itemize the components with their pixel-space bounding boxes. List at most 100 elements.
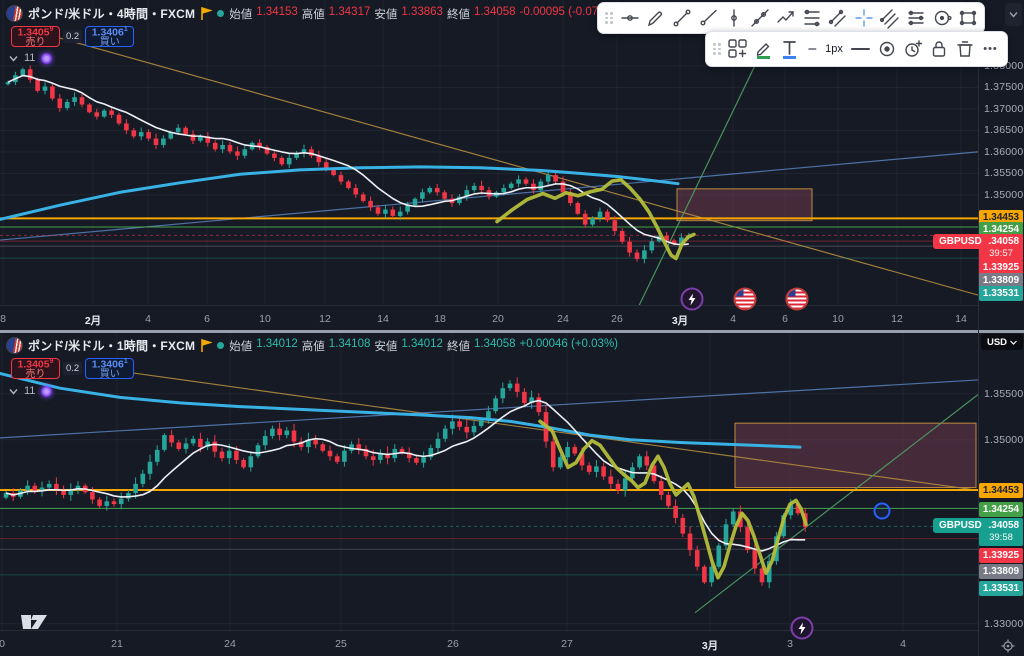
- price-chart-4h[interactable]: [0, 0, 978, 305]
- toolbar-drag-handle[interactable]: [710, 43, 724, 55]
- chevron-down-icon: [9, 55, 18, 62]
- buy-button[interactable]: 1.34061 買い: [85, 358, 135, 379]
- symbol-title[interactable]: ポンド/米ドル・1時間・FXCM: [28, 339, 196, 353]
- time-tick: 2月: [84, 315, 102, 327]
- fib-lines-tool[interactable]: [903, 7, 928, 29]
- ohlc-value: 1.34153: [256, 5, 298, 18]
- ohlc-value: 1.34012: [401, 337, 443, 350]
- price-tick: 1.36500: [984, 124, 1024, 137]
- quote-buttons-4h: 1.34059 売り 0.2 1.34061 買い: [11, 26, 135, 47]
- fib-retracement-tool[interactable]: [799, 7, 824, 29]
- event-lightning-icon[interactable]: [790, 616, 814, 640]
- price-level-label[interactable]: 1.34453: [979, 483, 1023, 498]
- style-settings-button[interactable]: [874, 38, 899, 60]
- toolbar-collapse-button[interactable]: [1005, 3, 1022, 26]
- time-tick: 4: [900, 638, 906, 650]
- buy-button[interactable]: 1.34061 買い: [85, 26, 135, 47]
- pair-icon: [6, 337, 23, 354]
- price-level-label[interactable]: 1.33925: [979, 548, 1023, 563]
- axis-settings-gear-icon[interactable]: [1001, 639, 1015, 656]
- rectangle-tool[interactable]: [955, 7, 980, 29]
- legend-1h: ポンド/米ドル・1時間・FXCM 始値 1.34012 高値 1.34108 安値 1.3…: [6, 337, 618, 354]
- pair-icon: [6, 5, 23, 22]
- ohlc-values: 始値 1.34012 高値 1.34108 安値 1.34012 終値 1.34058 +0.0…: [229, 338, 618, 354]
- price-level-label[interactable]: 1.34453: [979, 210, 1023, 225]
- ohlc-value: 1.34317: [328, 5, 371, 18]
- ohlc-label: 始値: [229, 340, 253, 353]
- time-tick: 21: [111, 638, 123, 650]
- more-button[interactable]: •••: [983, 43, 998, 55]
- symbol-price-flag[interactable]: GBPUSD: [933, 518, 988, 533]
- us-economic-event-icon[interactable]: [733, 287, 757, 311]
- quote-buttons-1h: 1.34059 売り 0.2 1.34061 買い: [11, 358, 135, 379]
- price-level-label[interactable]: 1.34254: [979, 502, 1023, 517]
- price-level-label[interactable]: 1.33809: [979, 564, 1023, 579]
- horizontal-line-tool[interactable]: [617, 7, 642, 29]
- price-level-label[interactable]: 1.33531: [979, 581, 1023, 596]
- extended-line-tool[interactable]: [747, 7, 772, 29]
- price-scale[interactable]: 1.380001.375001.370001.365001.360001.355…: [978, 0, 1024, 656]
- us-economic-event-icon[interactable]: [785, 287, 809, 311]
- time-tick: 6: [782, 313, 788, 325]
- toolbar-drag-handle[interactable]: [602, 12, 616, 24]
- currency-toggle-button[interactable]: USD: [981, 334, 1023, 350]
- flag-bookmark-icon[interactable]: [200, 6, 213, 21]
- time-tick: 25: [335, 638, 347, 650]
- symbol-price-flag[interactable]: GBPUSD: [933, 234, 988, 249]
- sell-button[interactable]: 1.34059 売り: [11, 26, 60, 47]
- sell-button[interactable]: 1.34059 売り: [11, 358, 60, 379]
- drawing-toolbar: [597, 2, 985, 34]
- time-axis-4h[interactable]: 8 2月 4 6 10 12 14 18 20 24 26 3月 4 6 10 12 14: [0, 305, 978, 331]
- time-tick: 20: [492, 313, 504, 325]
- pane-separator[interactable]: [0, 330, 1024, 333]
- pencil-color-button[interactable]: [751, 38, 776, 60]
- vertical-line-tool[interactable]: [721, 7, 746, 29]
- crosshair-tool[interactable]: [851, 7, 876, 29]
- add-alert-button[interactable]: [900, 38, 925, 60]
- ellipse-tool[interactable]: [929, 7, 954, 29]
- indicator-badge-icon[interactable]: [41, 385, 53, 397]
- indicators-collapsed-1h[interactable]: 11: [9, 385, 53, 397]
- ray-tool[interactable]: [695, 7, 720, 29]
- delete-button[interactable]: [952, 38, 977, 60]
- add-template-button[interactable]: [725, 38, 750, 60]
- time-tick: 26: [611, 313, 623, 325]
- price-level-label[interactable]: 1.34254: [979, 222, 1023, 237]
- time-tick: 3: [787, 638, 793, 650]
- time-tick: 14: [377, 313, 389, 325]
- spread-value: 0.2: [63, 362, 83, 375]
- ohlc-value: 1.34058: [473, 5, 516, 18]
- chevron-down-icon: [1010, 340, 1017, 345]
- flag-bookmark-icon[interactable]: [200, 338, 213, 353]
- time-axis-1h[interactable]: 0 21 24 25 26 27 3月 3 4: [0, 630, 978, 656]
- tradingview-logo[interactable]: [20, 612, 56, 637]
- ohlc-label: 始値: [229, 8, 253, 21]
- indicators-collapsed-4h[interactable]: 11: [9, 52, 53, 64]
- indicator-badge-icon[interactable]: [41, 52, 53, 64]
- polyline-arrow-tool[interactable]: [773, 7, 798, 29]
- change-value: +0.00046 (+0.03%): [519, 337, 618, 350]
- time-tick: 24: [224, 638, 236, 650]
- spread-value: 0.2: [63, 30, 83, 43]
- symbol-title[interactable]: ポンド/米ドル・4時間・FXCM: [28, 7, 196, 21]
- thickness-button[interactable]: 1px: [803, 38, 847, 60]
- thickness-value: 1px: [825, 43, 843, 55]
- price-level-label[interactable]: 1.33531: [979, 286, 1023, 301]
- ohlc-value: 1.33863: [401, 5, 443, 18]
- parallel-channel-tool[interactable]: [825, 7, 850, 29]
- ohlc-label: 高値: [301, 8, 325, 21]
- circle-drawing-anchor[interactable]: [873, 502, 891, 520]
- fib-channel-tool[interactable]: [877, 7, 902, 29]
- text-color-button[interactable]: [777, 38, 802, 60]
- lock-button[interactable]: [926, 38, 951, 60]
- trend-line-tool[interactable]: [669, 7, 694, 29]
- line-style-button[interactable]: [848, 38, 873, 60]
- price-chart-1h[interactable]: [0, 333, 978, 632]
- price-level-label[interactable]: 1.33809: [979, 273, 1023, 288]
- time-tick: 4: [730, 313, 736, 325]
- price-level-label[interactable]: 1.33925: [979, 260, 1023, 275]
- brush-tool[interactable]: [643, 7, 668, 29]
- price-tick: 1.37500: [984, 81, 1024, 94]
- event-lightning-icon[interactable]: [680, 287, 704, 311]
